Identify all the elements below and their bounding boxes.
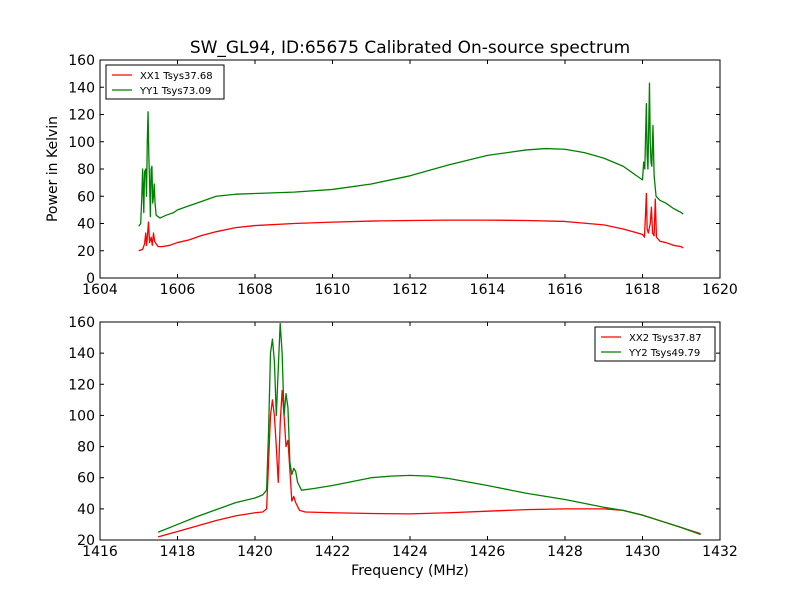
x-tick-label: 1420 xyxy=(237,544,273,560)
y-tick-label: 40 xyxy=(77,217,95,233)
y-tick-label: 120 xyxy=(68,108,95,124)
y-tick-label: 140 xyxy=(68,346,95,362)
y-tick-label: 160 xyxy=(68,53,95,69)
x-axis-label: Frequency (MHz) xyxy=(351,563,469,579)
legend: XX2 Tsys37.87 YY2 Tsys49.79 xyxy=(594,326,716,362)
x-tick-label: 1606 xyxy=(160,282,196,298)
x-tick-label: 1610 xyxy=(315,282,351,298)
y-tick-label: 80 xyxy=(77,440,95,456)
series-line-yy xyxy=(157,322,701,536)
y-tick-label: 60 xyxy=(77,471,95,487)
series-line-yy xyxy=(138,82,684,227)
y-tick-label: 20 xyxy=(77,533,95,549)
legend-box xyxy=(105,64,225,100)
y-tick-label: 100 xyxy=(68,408,95,424)
y-tick-label: 20 xyxy=(77,244,95,260)
series-line-xx xyxy=(138,192,684,252)
x-tick-label: 1616 xyxy=(547,282,583,298)
y-tick-label: 140 xyxy=(68,80,95,96)
y-tick-label: 160 xyxy=(68,315,95,331)
x-tick-label: 1604 xyxy=(82,282,118,298)
series-line-xx xyxy=(157,389,701,538)
x-tick-label: 1620 xyxy=(702,282,738,298)
x-tick-label: 1418 xyxy=(160,544,196,560)
y-tick-label: 60 xyxy=(77,189,95,205)
x-tick-label: 1426 xyxy=(470,544,506,560)
x-tick-label: 1618 xyxy=(625,282,661,298)
legend-box xyxy=(594,326,716,362)
legend-label: XX2 Tsys37.87 xyxy=(629,333,702,344)
x-tick-label: 1432 xyxy=(702,544,738,560)
y-tick-label: 120 xyxy=(68,377,95,393)
legend-label: YY1 Tsys73.09 xyxy=(139,86,211,97)
x-tick-label: 1424 xyxy=(392,544,428,560)
figure-title: SW_GL94, ID:65675 Calibrated On-source s… xyxy=(190,38,630,58)
y-tick-label: 100 xyxy=(68,135,95,151)
legend-label: YY2 Tsys49.79 xyxy=(628,348,700,359)
legend: XX1 Tsys37.68 YY1 Tsys73.09 xyxy=(105,64,225,100)
x-tick-label: 1608 xyxy=(237,282,273,298)
x-tick-label: 1430 xyxy=(625,544,661,560)
legend-label: XX1 Tsys37.68 xyxy=(140,71,213,82)
y-axis-label: Power in Kelvin xyxy=(45,116,61,222)
x-tick-label: 1428 xyxy=(547,544,583,560)
y-tick-label: 80 xyxy=(77,162,95,178)
chart-panel-2: 1416 1418 1420 1422 1424 1426 1428 1430 1432 20 40… xyxy=(68,315,738,579)
x-tick-label: 1422 xyxy=(315,544,351,560)
y-tick-label: 0 xyxy=(86,271,95,287)
chart-panel-1: 1604 1606 1608 1610 1612 1614 1616 1618 1620 0 20 4… xyxy=(45,53,738,298)
x-tick-label: 1416 xyxy=(82,544,118,560)
x-tick-label: 1614 xyxy=(470,282,506,298)
y-tick-label: 40 xyxy=(77,502,95,518)
x-tick-label: 1612 xyxy=(392,282,428,298)
